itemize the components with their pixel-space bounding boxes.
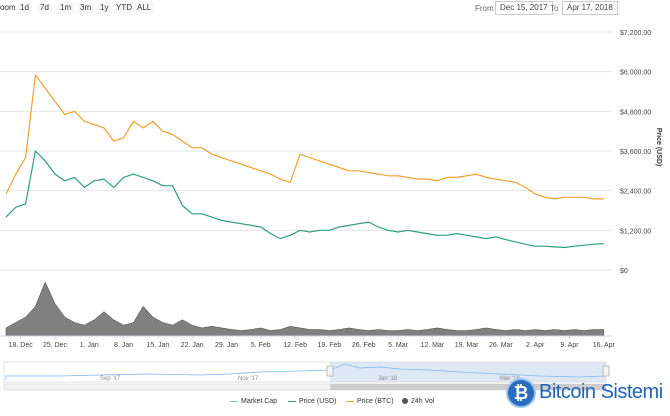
x-axis: 18. Dec 25. Dec 1. Jan 8. Jan 15. Jan 22. Jan…	[9, 336, 616, 349]
legend-line-icon	[230, 400, 238, 402]
to-date-input[interactable]: Apr 17, 2018	[562, 1, 618, 15]
y-tick-label: $6,000.00	[620, 70, 651, 77]
navigator-scrollbar-thumb[interactable]	[330, 384, 606, 390]
x-tick-label: 12. Feb	[283, 342, 307, 349]
x-tick-label: 19. Feb	[318, 342, 342, 349]
volume-area	[0, 281, 612, 337]
series-line-price-usd-	[5, 150, 604, 249]
x-tick-label: 19. Mar	[455, 342, 479, 349]
bitcoin-logo-icon: ₿	[506, 378, 536, 408]
x-tick-label: 26. Feb	[352, 342, 376, 349]
x-tick-label: 2. Apr	[526, 342, 545, 349]
y-tick-label: $4,800.00	[620, 109, 651, 116]
y-tick-label: $2,400.00	[620, 189, 651, 196]
range-toolbar: oom 1d 7d 1m 3m 1y YTD ALL From Dec 15, …	[0, 0, 670, 16]
navigator-series	[5, 363, 605, 380]
zoom-ytd-button[interactable]: YTD	[113, 2, 135, 14]
x-tick-label: 25. Dec	[43, 342, 68, 349]
x-tick-label: 5. Feb	[251, 342, 271, 349]
watermark-text: Bitcoin Sistemi	[539, 381, 663, 403]
navigator-right-handle[interactable]	[602, 365, 610, 377]
legend-item-price-usd[interactable]: Price (USD)	[288, 398, 336, 405]
navigator-label: Jan '18	[378, 376, 398, 382]
y-tick-label: $7,200.00	[620, 30, 651, 37]
navigator-label: Mar '18	[500, 376, 520, 382]
x-tick-label: 8. Jan	[114, 342, 133, 349]
zoom-1y-button[interactable]: 1y	[97, 2, 112, 14]
bitcoin-sistemi-watermark: ₿ Bitcoin Sistemi	[506, 378, 670, 410]
legend-dot-icon	[402, 398, 408, 405]
zoom-label: oom	[0, 3, 16, 12]
price-series	[5, 74, 604, 249]
zoom-3m-button[interactable]: 3m	[77, 2, 95, 14]
legend-line-icon	[288, 400, 296, 402]
from-date-input[interactable]: Dec 15, 2017	[495, 1, 553, 15]
x-tick-label: 15. Jan	[146, 342, 169, 349]
x-tick-label: 18. Dec	[9, 342, 34, 349]
legend-label: Price (USD)	[299, 398, 337, 405]
y-tick-label: $3,600.00	[620, 149, 651, 156]
legend-label: Market Cap	[241, 398, 278, 405]
legend-item-price-btc[interactable]: Price (BTC)	[346, 398, 394, 405]
x-tick-label: 16. Apr	[593, 342, 616, 349]
x-tick-label: 5. Mar	[388, 342, 409, 349]
x-tick-label: 26. Mar	[489, 342, 513, 349]
volume-area-path	[5, 281, 605, 337]
x-tick-label: 1. Jan	[80, 342, 99, 349]
legend-label: Price (BTC)	[357, 398, 394, 405]
zoom-all-button[interactable]: ALL	[134, 2, 155, 14]
zoom-1m-button[interactable]: 1m	[57, 2, 75, 14]
x-tick-label: 29. Jan	[215, 342, 238, 349]
zoom-1d-button[interactable]: 1d	[17, 2, 32, 14]
y-tick-label: $0	[620, 268, 628, 275]
y-axis: $0 $1,200.00 $2,400.00 $3,600.00 $4,800.00 $6…	[620, 30, 651, 275]
navigator[interactable]: Sep '17 Nov '17 Jan '18 Mar '18	[3, 361, 610, 391]
navigator-label: Sep '17	[100, 376, 121, 382]
zoom-7d-button[interactable]: 7d	[37, 2, 52, 14]
grid-lines	[0, 31, 612, 271]
x-tick-label: 22. Jan	[181, 342, 204, 349]
legend-item-24h-vol[interactable]: 24h Vol	[402, 398, 434, 405]
from-label: From	[475, 4, 494, 13]
legend-line-icon	[346, 400, 354, 402]
x-tick-label: 12. Mar	[420, 342, 444, 349]
legend-label: 24h Vol	[411, 398, 435, 405]
series-line-price-btc-	[5, 74, 604, 200]
navigator-label: Nov '17	[238, 376, 259, 382]
legend-item-market-cap[interactable]: Market Cap	[230, 398, 277, 405]
y-tick-label: $1,200.00	[620, 228, 651, 235]
x-tick-label: 9. Apr	[560, 342, 579, 349]
navigator-left-handle[interactable]	[326, 365, 334, 377]
y-axis-title: Price (USD)	[655, 128, 662, 167]
to-label: To	[550, 4, 559, 13]
